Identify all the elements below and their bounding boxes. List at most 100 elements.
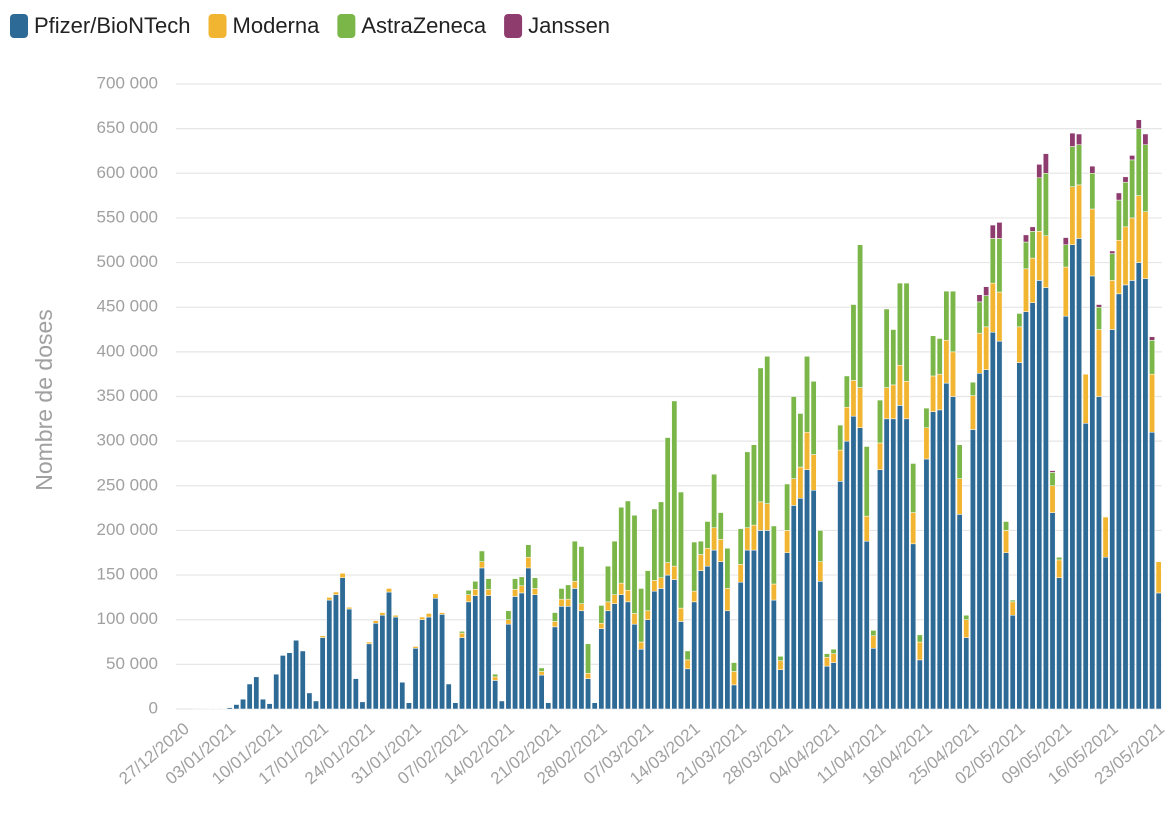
bar-segment <box>936 338 943 375</box>
bar-segment <box>1016 362 1023 710</box>
bar-segment <box>969 381 976 396</box>
bar-segment <box>512 578 518 590</box>
bar-segment <box>1076 184 1082 239</box>
bar-segment <box>591 702 598 710</box>
bar-segment <box>578 546 585 604</box>
bar-segment <box>731 671 737 686</box>
bar-segment <box>731 662 737 672</box>
bar-segment <box>883 387 890 420</box>
bar-segment <box>445 683 452 710</box>
bar-segment <box>339 573 346 578</box>
bar-segment <box>850 380 857 417</box>
bar-segment <box>1009 599 1016 603</box>
bar-segment <box>472 595 479 710</box>
bar-segment <box>777 669 784 710</box>
bar-segment <box>916 634 923 643</box>
bar-segment <box>684 650 691 661</box>
y-tick-label: 700 000 <box>97 73 158 92</box>
bar-segment <box>678 491 684 609</box>
bar-segment <box>439 612 445 615</box>
bar-segment <box>246 683 253 710</box>
bar-segment <box>903 418 910 710</box>
bar-segment <box>279 655 286 710</box>
bar-segment <box>764 503 771 531</box>
bar-segment <box>598 628 605 710</box>
bar-segment <box>465 601 472 710</box>
bar-segment <box>684 659 691 670</box>
bar-segment <box>757 367 764 503</box>
bar-segment <box>1036 177 1043 232</box>
bar-segment <box>1129 159 1136 219</box>
bar-segment <box>989 224 996 239</box>
bar-segment <box>651 580 658 592</box>
bar-segment <box>1102 556 1109 710</box>
bar-segment <box>578 603 585 612</box>
bar-segment <box>538 671 545 676</box>
bar-segment <box>664 574 671 710</box>
bar-segment <box>770 599 777 710</box>
bar-segment <box>830 653 837 663</box>
bar-segment <box>1089 275 1096 710</box>
bar-segment <box>293 640 300 710</box>
bar-segment <box>691 601 698 710</box>
legend-swatch <box>208 14 227 38</box>
bar-segment <box>744 549 751 710</box>
bar-segment <box>963 615 970 620</box>
y-tick-label: 400 000 <box>97 341 158 360</box>
bar-segment <box>956 478 963 515</box>
bar-segment <box>1016 326 1023 363</box>
y-tick-label: 650 000 <box>97 118 158 137</box>
bar-segment <box>1142 211 1149 279</box>
bar-segment <box>1009 601 1016 616</box>
bar-segment <box>1076 144 1082 186</box>
bar-segment <box>1029 226 1036 232</box>
bar-segment <box>392 615 399 618</box>
bar-segment <box>810 490 817 710</box>
bar-segment <box>1115 199 1122 241</box>
legend-swatch <box>504 14 523 38</box>
bar-segment <box>226 707 233 710</box>
bar-segment <box>545 702 552 710</box>
bar-segment <box>1149 336 1155 341</box>
bar-segment <box>392 616 399 710</box>
bar-segment <box>465 594 472 603</box>
bar-segment <box>518 592 525 710</box>
bar-segment <box>658 588 664 710</box>
bar-segment <box>837 481 844 710</box>
bar-segment <box>983 369 990 710</box>
bar-segment <box>704 565 711 710</box>
bar-segment <box>751 524 757 551</box>
bar-segment <box>969 395 976 430</box>
bar-segment <box>790 505 797 710</box>
bar-segment <box>598 605 605 624</box>
bar-segment <box>790 478 797 506</box>
bar-segment <box>989 238 996 284</box>
bar-segment <box>996 291 1003 342</box>
bar-segment <box>824 665 830 710</box>
bar-segment <box>412 646 419 649</box>
bar-segment <box>651 590 658 710</box>
bar-segment <box>963 619 970 638</box>
bar-segment <box>459 637 465 710</box>
bar-segment <box>1096 396 1102 710</box>
bar-segment <box>923 458 930 710</box>
bar-segment <box>943 340 950 384</box>
bar-segment <box>824 653 830 658</box>
bar-segment <box>697 554 704 571</box>
bar-segment <box>525 544 532 558</box>
bar-segment <box>618 594 625 710</box>
bar-segment <box>326 599 333 710</box>
bar-segment <box>671 400 678 567</box>
bar-segment <box>810 381 817 455</box>
bar-segment <box>532 588 538 595</box>
bar-segment <box>857 387 864 429</box>
bar-segment <box>983 286 990 296</box>
bar-segment <box>784 552 791 710</box>
bar-segment <box>863 446 870 517</box>
bar-segment <box>459 631 465 634</box>
bar-segment <box>1042 235 1049 288</box>
bar-segment <box>770 583 777 601</box>
bar-segment <box>1076 133 1082 145</box>
bar-segment <box>804 431 810 470</box>
